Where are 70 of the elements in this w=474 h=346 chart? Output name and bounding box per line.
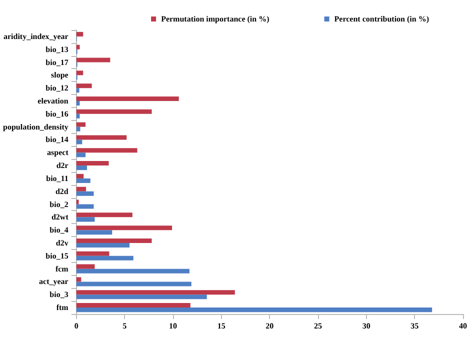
bar [76,140,82,144]
bar [76,191,94,196]
bar [76,277,82,282]
x-tick-label: 35 [410,322,419,330]
bar [76,204,94,209]
y-tick-label: bio_12 [46,84,68,93]
legend-label: Percent contribution (in %) [334,14,430,24]
y-tick-label: d2r [56,161,69,170]
x-tick-label: 30 [362,322,370,330]
y-tick-label: bio_15 [46,251,68,260]
y-tick-label: d2v [56,238,68,248]
x-tick-label: 40 [459,322,467,330]
y-tick-label: aridity_index_year [3,32,69,41]
y-tick-label: bio_14 [46,135,68,144]
x-tick-label: 5 [122,322,127,330]
y-tick-label: ftm [56,303,69,312]
y-tick-label: fcm [55,264,69,274]
bar [76,152,86,158]
bar [76,84,92,88]
bar [76,122,86,127]
bar [76,290,235,295]
y-tick-label: bio_4 [50,226,68,235]
bar [76,70,84,76]
bar [76,88,80,93]
bar [76,174,84,178]
x-tick-label: 15 [217,322,226,330]
y-tick-label: d2wt [51,212,69,222]
bar [76,186,86,192]
y-tick-label: bio_13 [46,44,68,54]
bar [76,178,90,183]
bar [76,251,110,256]
y-tick-label: population_density [2,122,68,132]
x-tick-label: 20 [266,322,274,330]
bar [76,135,127,140]
x-tick-label: 10 [169,322,178,330]
y-tick-label: slope [51,70,69,80]
bar [76,109,152,114]
y-tick-label: d2d [55,186,69,196]
bar [76,166,87,170]
bar [76,243,130,248]
y-tick-label: act_year [39,277,69,286]
bar [76,148,138,153]
y-tick-label: bio_11 [46,174,68,183]
y-tick-label: elevation [38,96,69,106]
bar [76,282,192,286]
bar [76,256,134,260]
bar [76,126,80,132]
bar [76,308,432,312]
bar [76,217,95,222]
bar [76,200,79,204]
bar [76,264,95,269]
x-tick-label: 25 [314,322,322,330]
bar [76,212,132,218]
bar [76,238,152,243]
bar [76,96,179,101]
y-tick-label: bio_2 [50,200,68,209]
y-tick-label: bio_16 [46,109,68,118]
bar [76,230,112,235]
bar [76,58,110,62]
y-tick-label: bio_3 [50,290,68,300]
bar [76,226,172,230]
y-tick-label: aspect [47,148,69,158]
x-tick-label: 0 [74,322,78,330]
bar [76,161,109,166]
bar [76,268,190,274]
bar [76,303,190,308]
bar [76,294,207,300]
y-tick-label: bio_17 [46,58,68,67]
legend-label: Permutation importance (in %) [161,14,270,24]
bar [76,32,84,36]
